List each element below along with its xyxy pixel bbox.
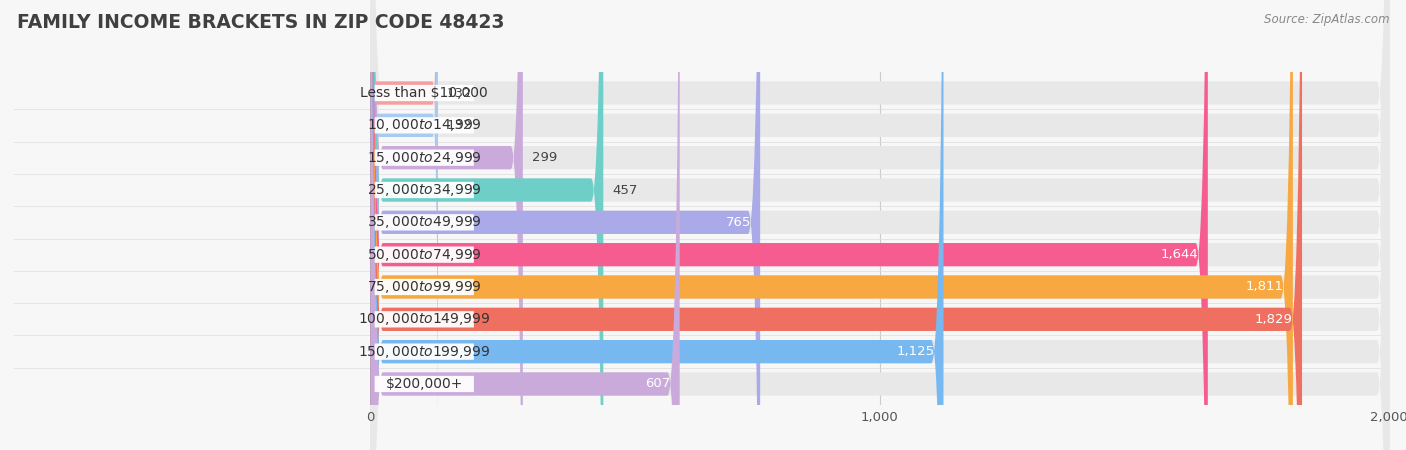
FancyBboxPatch shape	[371, 0, 1389, 450]
Text: $150,000 to $199,999: $150,000 to $199,999	[359, 344, 491, 360]
FancyBboxPatch shape	[374, 279, 474, 295]
FancyBboxPatch shape	[371, 0, 1389, 450]
FancyBboxPatch shape	[374, 117, 474, 134]
FancyBboxPatch shape	[371, 0, 943, 450]
FancyBboxPatch shape	[371, 0, 1294, 450]
Text: 299: 299	[531, 151, 557, 164]
Text: FAMILY INCOME BRACKETS IN ZIP CODE 48423: FAMILY INCOME BRACKETS IN ZIP CODE 48423	[17, 14, 505, 32]
Text: $35,000 to $49,999: $35,000 to $49,999	[367, 214, 482, 230]
Text: 1,829: 1,829	[1256, 313, 1294, 326]
FancyBboxPatch shape	[374, 343, 474, 360]
FancyBboxPatch shape	[371, 0, 1389, 450]
FancyBboxPatch shape	[371, 0, 1389, 450]
FancyBboxPatch shape	[371, 0, 437, 423]
Text: 132: 132	[447, 86, 472, 99]
Text: $10,000 to $14,999: $10,000 to $14,999	[367, 117, 482, 133]
Text: 1,811: 1,811	[1246, 280, 1284, 293]
FancyBboxPatch shape	[371, 0, 1389, 450]
FancyBboxPatch shape	[371, 0, 523, 450]
Text: Less than $10,000: Less than $10,000	[360, 86, 488, 100]
Text: 1,644: 1,644	[1161, 248, 1199, 261]
FancyBboxPatch shape	[374, 85, 474, 101]
Text: $75,000 to $99,999: $75,000 to $99,999	[367, 279, 482, 295]
Text: $100,000 to $149,999: $100,000 to $149,999	[359, 311, 491, 327]
Text: $25,000 to $34,999: $25,000 to $34,999	[367, 182, 482, 198]
FancyBboxPatch shape	[374, 149, 474, 166]
FancyBboxPatch shape	[371, 0, 761, 450]
FancyBboxPatch shape	[371, 0, 437, 450]
FancyBboxPatch shape	[374, 247, 474, 263]
FancyBboxPatch shape	[371, 0, 1389, 450]
FancyBboxPatch shape	[374, 182, 474, 198]
Text: 457: 457	[613, 184, 638, 197]
FancyBboxPatch shape	[371, 0, 1389, 450]
FancyBboxPatch shape	[374, 214, 474, 230]
FancyBboxPatch shape	[371, 0, 1389, 450]
Text: 765: 765	[725, 216, 751, 229]
Text: Source: ZipAtlas.com: Source: ZipAtlas.com	[1264, 14, 1389, 27]
Text: 607: 607	[645, 378, 671, 391]
FancyBboxPatch shape	[371, 0, 1389, 450]
FancyBboxPatch shape	[371, 0, 679, 450]
Text: $50,000 to $74,999: $50,000 to $74,999	[367, 247, 482, 263]
Text: 1,125: 1,125	[896, 345, 935, 358]
FancyBboxPatch shape	[371, 0, 603, 450]
FancyBboxPatch shape	[374, 376, 474, 392]
Text: $200,000+: $200,000+	[385, 377, 463, 391]
FancyBboxPatch shape	[371, 0, 1389, 450]
FancyBboxPatch shape	[374, 311, 474, 328]
FancyBboxPatch shape	[371, 0, 1208, 450]
Text: $15,000 to $24,999: $15,000 to $24,999	[367, 150, 482, 166]
Text: 132: 132	[447, 119, 472, 132]
FancyBboxPatch shape	[371, 0, 1302, 450]
